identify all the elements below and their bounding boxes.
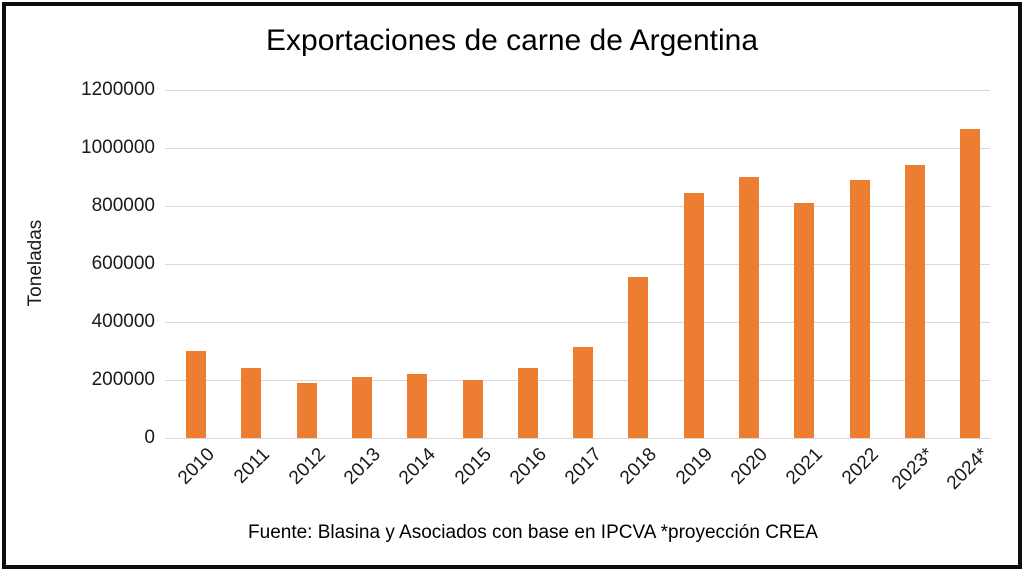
y-axis-tick-label: 600000 (91, 253, 155, 274)
plot-area (165, 90, 990, 439)
y-axis-tick-label: 400000 (91, 311, 155, 332)
gridline (165, 206, 990, 207)
bar-2014 (407, 374, 428, 438)
y-axis-tick-labels: 0 200000 400000 600000 800000 1000000 1200000 (0, 79, 155, 448)
gridline (165, 264, 990, 265)
bar-2018 (628, 277, 649, 438)
x-axis-tick-label: 2024* (943, 444, 1024, 494)
gridline (165, 90, 990, 91)
chart-title: Exportaciones de carne de Argentina (266, 24, 758, 57)
bar-2019 (683, 192, 704, 438)
x-axis-tick-labels: 2010 2011 2012 2013 2014 2015 2016 2017 2018 2019… (165, 444, 993, 524)
bar-2024-proj (960, 129, 981, 438)
bar-2021 (794, 203, 815, 438)
y-axis-tick-label: 800000 (91, 195, 155, 216)
bar-2017 (573, 346, 594, 438)
source-note: Fuente: Blasina y Asociados con base en … (248, 522, 818, 543)
bar-2023-proj (904, 165, 925, 438)
y-axis-tick-label: 1200000 (81, 79, 155, 100)
bar-2010 (186, 351, 206, 438)
bar-2012 (296, 382, 317, 438)
bar-2016 (517, 368, 538, 438)
y-axis-tick-label: 200000 (91, 369, 155, 390)
gridline (165, 322, 990, 323)
bar-2015 (462, 380, 483, 438)
bar-2022 (849, 179, 870, 438)
gridline (165, 438, 990, 439)
y-axis-tick-label: 0 (144, 427, 155, 448)
x-axis-tick-label: 2011 (230, 444, 300, 488)
gridline (165, 148, 990, 149)
bar-2020 (739, 177, 759, 438)
x-axis-tick-label-text: 2010 (174, 444, 219, 489)
y-axis-tick-label: 1000000 (81, 137, 155, 158)
bar-2011 (241, 368, 262, 438)
bar-2013 (351, 377, 372, 438)
